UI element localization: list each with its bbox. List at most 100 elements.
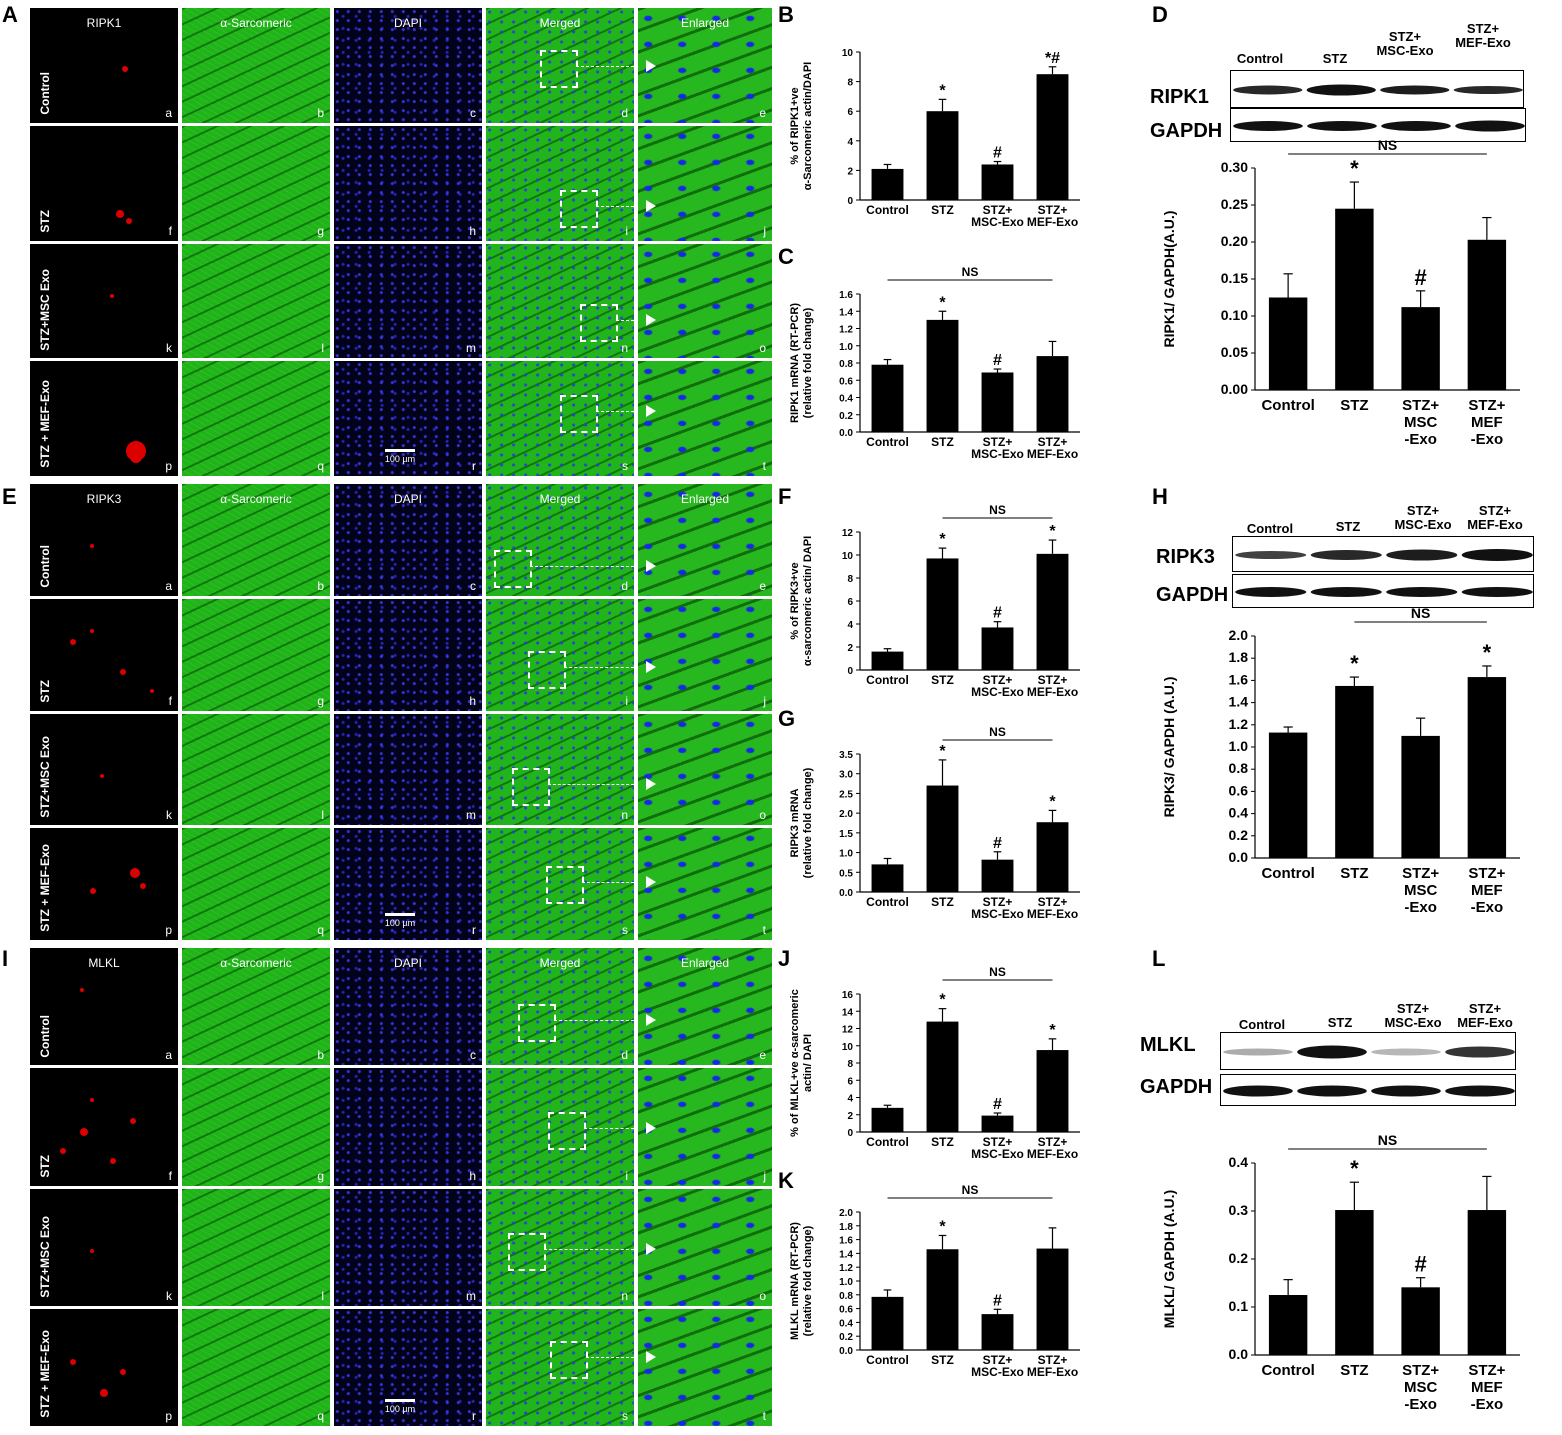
x-tick-label: Control xyxy=(1261,1362,1314,1379)
blot-lane-label: STZ xyxy=(1322,51,1348,66)
panel-letter-k: K xyxy=(778,1168,794,1193)
blot-loading-band-frame xyxy=(1220,1074,1516,1106)
bar xyxy=(1401,735,1440,858)
scale-bar-label: 100 µm xyxy=(384,454,416,464)
y-axis-label: MLKL/ GAPDH (A.U.) xyxy=(1161,1190,1177,1328)
y-tick-label: 0.5 xyxy=(839,868,853,879)
y-tick-label: 0.25 xyxy=(1221,196,1248,212)
micrograph-mlkl-r4-c1: STZ + MEF-Exo p xyxy=(30,1308,178,1426)
bar xyxy=(926,785,959,892)
bar xyxy=(1335,1210,1374,1355)
ns-label: NS xyxy=(1378,140,1397,153)
y-tick-label: 0.30 xyxy=(1221,159,1248,175)
x-tick-label: STZ+ xyxy=(983,1135,1013,1149)
micrograph-mlkl-r2-c4: i xyxy=(486,1068,634,1186)
y-tick-label: 14 xyxy=(842,1007,854,1018)
row-label: STZ+MSC Exo xyxy=(38,268,52,351)
zoom-arrow-line xyxy=(596,205,634,207)
y-tick-label: 10 xyxy=(842,48,854,59)
subpanel-letter: r xyxy=(472,1409,476,1423)
gapdh-band xyxy=(1455,120,1525,132)
ns-label: NS xyxy=(1411,608,1430,621)
x-tick-label: STZ+ xyxy=(983,895,1013,909)
zoom-arrow-line xyxy=(586,1356,634,1358)
zoom-region-box xyxy=(528,650,566,689)
y-tick-label: 0.3 xyxy=(1229,1202,1249,1218)
micrograph-ripk3-r3-c4: n xyxy=(486,713,634,826)
y-axis-label: actin/ DAPI xyxy=(802,1034,814,1092)
subpanel-letter: q xyxy=(317,923,324,937)
micrograph-ripk1-r3-c1: STZ+MSC Exo k xyxy=(30,243,178,359)
blot-loading-label: GAPDH xyxy=(1156,584,1229,606)
target-band xyxy=(1445,1046,1515,1058)
y-tick-label: 4 xyxy=(847,1094,853,1105)
target-band xyxy=(1380,85,1450,95)
zoom-arrowhead-icon xyxy=(646,1014,656,1026)
column-label: DAPI xyxy=(393,956,422,970)
subpanel-letter: h xyxy=(469,1168,476,1183)
y-tick-label: 0.00 xyxy=(1221,381,1248,397)
micrograph-ripk1-r3-c5: o xyxy=(638,243,772,359)
micrograph-ripk3-r2-c3: h xyxy=(334,598,482,711)
micrograph-mlkl-r1-c4: Merged d xyxy=(486,948,634,1066)
y-axis-label: RIPK3 mRNA xyxy=(789,788,801,857)
significance-mark: # xyxy=(993,605,1002,622)
scale-bar-label: 100 µm xyxy=(384,918,416,928)
bar xyxy=(1036,553,1069,670)
gapdh-band xyxy=(1310,587,1382,597)
y-tick-label: 0.15 xyxy=(1221,270,1248,286)
micrograph-ripk3-r2-c5: j xyxy=(638,598,772,711)
subpanel-letter: m xyxy=(466,808,476,823)
y-tick-label: 0.4 xyxy=(839,1318,853,1329)
blot-loading-band-frame xyxy=(1232,574,1534,608)
subpanel-letter: s xyxy=(622,1409,628,1423)
bar xyxy=(981,627,1014,670)
blot-target-label: RIPK1 xyxy=(1150,86,1209,108)
x-tick-label: STZ+ xyxy=(983,1353,1013,1367)
significance-mark: * xyxy=(939,82,946,99)
panel-letter-i: I xyxy=(2,946,9,971)
micrograph-mlkl-r3-c2: l xyxy=(182,1188,330,1306)
significance-mark: * xyxy=(1049,523,1056,540)
y-tick-label: 3.5 xyxy=(839,750,853,761)
panel-letter-l: L xyxy=(1152,946,1166,971)
subpanel-letter: p xyxy=(165,459,172,473)
panel-letter-d: D xyxy=(1152,2,1168,27)
micrograph-ripk3-r2-c4: i xyxy=(486,598,634,711)
x-tick-label: MSC xyxy=(1404,1379,1438,1396)
subpanel-letter: c xyxy=(470,1048,476,1063)
gapdh-band xyxy=(1297,1085,1367,1097)
zoom-region-box xyxy=(550,1340,588,1379)
ns-label: NS xyxy=(989,725,1006,739)
column-label: Enlarged xyxy=(680,16,730,30)
bar xyxy=(1036,822,1069,892)
subpanel-letter: d xyxy=(621,105,628,120)
y-tick-label: 4 xyxy=(847,137,853,148)
significance-mark: * xyxy=(1049,1022,1056,1039)
bar-chart-c: 0.0 0.2 0.4 0.6 0.8 1.0 1.2 1.4 1.6 Control * STZ # S… xyxy=(789,265,1080,461)
bar xyxy=(981,859,1014,892)
subpanel-letter: l xyxy=(321,808,324,823)
microscopy-grid-mlkl: MLKL Control a α-Sarcomeric b DAPI c Merged d Enl… xyxy=(30,948,772,1426)
bar xyxy=(1268,297,1308,390)
subpanel-letter: g xyxy=(317,1168,324,1183)
y-tick-label: 2 xyxy=(847,166,853,177)
row-label: Control xyxy=(38,1014,52,1058)
x-tick-label: STZ+ xyxy=(1468,1362,1505,1379)
significance-mark: * xyxy=(939,743,946,760)
y-tick-label: 8 xyxy=(847,78,853,89)
red-signal-spot xyxy=(90,1098,94,1103)
column-label: DAPI xyxy=(393,16,422,30)
panel-letter-c: C xyxy=(778,244,794,269)
row-label: Control xyxy=(38,72,52,115)
y-tick-label: 1.4 xyxy=(839,307,853,318)
y-tick-label: 0 xyxy=(847,1128,853,1139)
zoom-arrow-line xyxy=(548,783,634,785)
zoom-region-box xyxy=(512,767,550,806)
blot-lane-label: STZ+ MSC-Exo xyxy=(1394,503,1452,532)
column-label: DAPI xyxy=(393,492,422,506)
column-label: RIPK3 xyxy=(86,492,122,506)
x-tick-label: STZ+ xyxy=(1038,895,1068,909)
y-tick-label: 1.2 xyxy=(1229,716,1249,732)
bar xyxy=(1268,1295,1308,1355)
